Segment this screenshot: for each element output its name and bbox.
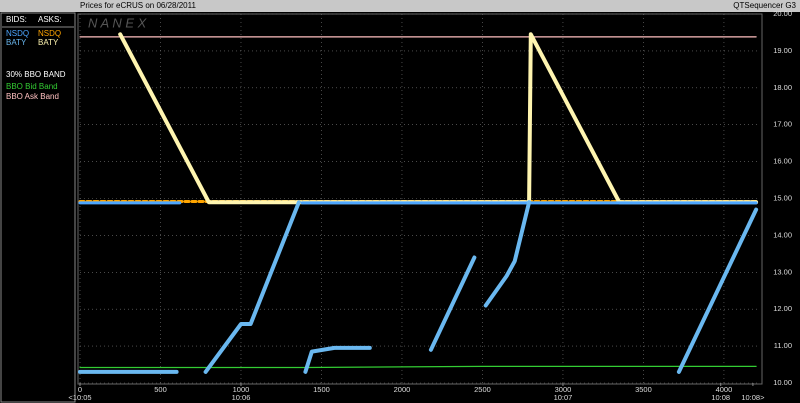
band-header: 30% BBO BAND [6, 70, 66, 79]
asks-header: ASKS: [38, 15, 62, 24]
y-tick-label: 18.00 [773, 83, 792, 92]
legend-entry: BATY [38, 38, 59, 47]
x-tick-label: 4000 [716, 385, 733, 394]
time-tick-label: 10:06 [232, 393, 251, 402]
time-tick-label: 10:08 [711, 393, 730, 402]
time-tick-label: 10:07 [554, 393, 573, 402]
y-tick-label: 10.00 [773, 378, 792, 387]
y-tick-label: 11.00 [774, 341, 792, 350]
series-line [78, 200, 759, 374]
legend-entry: NSDQ [38, 29, 61, 38]
x-tick-label: 0 [78, 385, 82, 394]
y-tick-label: 13.00 [773, 267, 792, 276]
legend-panel [0, 12, 76, 403]
chart-title: Prices for eCRUS on 06/28/2011 [80, 1, 196, 10]
x-tick-label: 3500 [635, 385, 652, 394]
legend-entry: BATY [6, 38, 27, 47]
y-tick-label: 17.00 [773, 120, 792, 129]
time-tick-label: 10:08> [741, 393, 765, 402]
x-tick-label: 2500 [474, 385, 491, 394]
y-tick-label: 19.00 [773, 46, 792, 55]
y-tick-label: 20.00 [773, 9, 792, 18]
x-tick-label: 3000 [555, 385, 572, 394]
legend-entry: BBO Ask Band [6, 92, 59, 101]
x-tick-label: 2000 [394, 385, 411, 394]
title-bar [0, 0, 800, 12]
bids-header: BIDS: [6, 15, 27, 24]
y-tick-label: 14.00 [773, 230, 792, 239]
time-tick-label: <10:05 [68, 393, 91, 402]
legend-entry: BBO Bid Band [6, 82, 58, 91]
y-tick-label: 15.00 [773, 193, 792, 202]
x-tick-label: 1000 [233, 385, 250, 394]
app-name: QTSequencer G3 [733, 1, 796, 10]
series-line [79, 365, 757, 369]
watermark: N A N E X [88, 15, 148, 30]
x-tick-label: 500 [154, 385, 167, 394]
x-tick-label: 1500 [313, 385, 330, 394]
legend-entry: NSDQ [6, 29, 29, 38]
y-tick-label: 12.00 [773, 304, 792, 313]
y-tick-label: 16.00 [773, 157, 792, 166]
